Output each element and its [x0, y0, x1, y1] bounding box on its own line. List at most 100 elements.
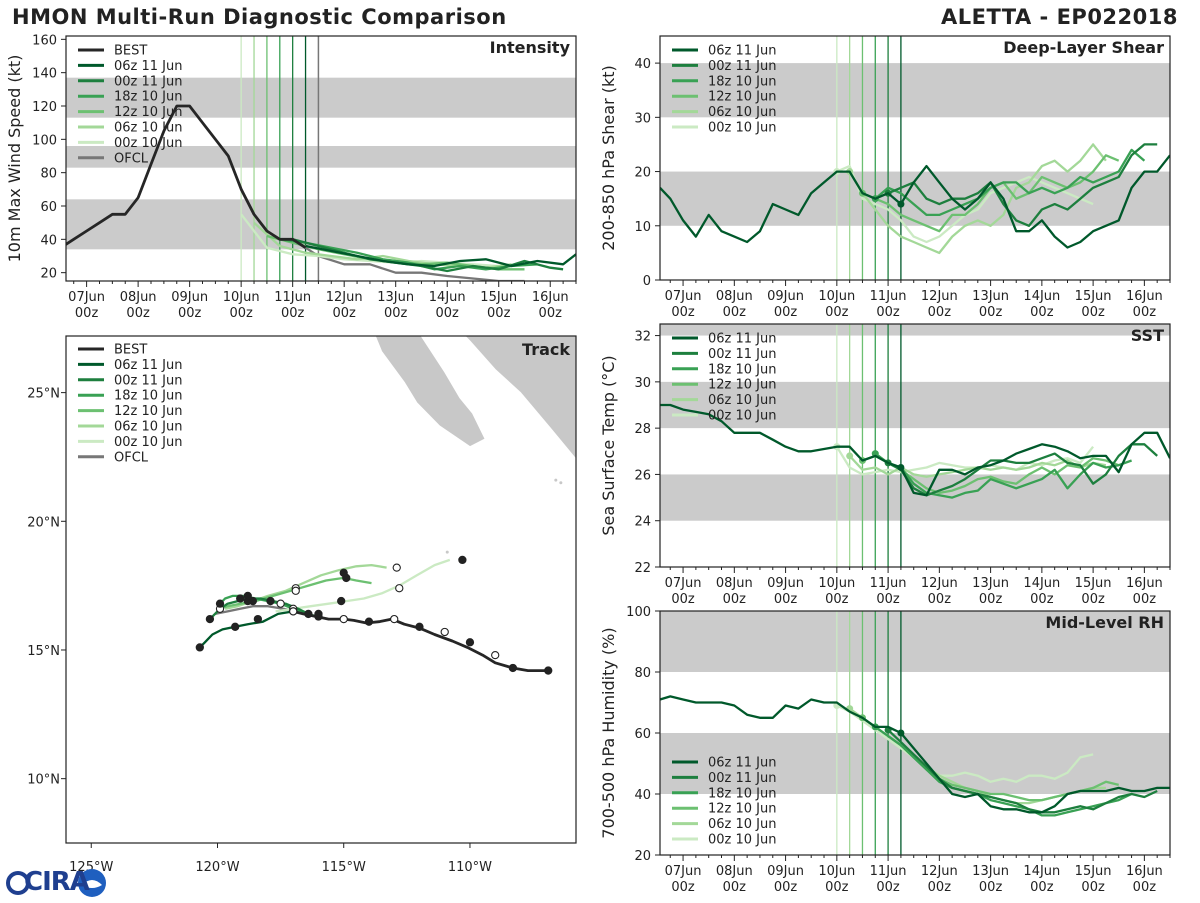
series-line-06z-11-jun: [660, 695, 1170, 814]
x-tick-label: 00z: [774, 305, 798, 320]
sst-panel: 22242628303207Jun00z08Jun00z09Jun00z10Ju…: [599, 323, 1171, 607]
y-tick-label: 100: [32, 133, 57, 148]
x-tick-label: 00z: [1030, 305, 1054, 320]
x-tick-label: 08Jun: [716, 864, 753, 879]
y-tick-label: 60: [634, 727, 651, 742]
legend-label: 00z 10 Jun: [708, 409, 777, 424]
track-position-marker: [395, 584, 404, 593]
track-position-marker: [304, 609, 313, 619]
track-position-marker: [337, 596, 346, 606]
legend-label: 12z 10 Jun: [708, 802, 777, 817]
intensity-panel: 2040608010012014016007Jun00z08Jun00z09Ju…: [5, 33, 577, 321]
x-tick-label: 00z: [487, 306, 511, 321]
init-marker: [897, 463, 905, 471]
x-tick-label: 00z: [671, 592, 695, 607]
x-tick-label: 00z: [332, 306, 356, 321]
track-position-marker: [491, 650, 500, 660]
x-tick-label: 12Jun: [921, 289, 958, 304]
x-tick-label: 15Jun: [480, 290, 517, 305]
x-tick-label: 11Jun: [870, 289, 907, 304]
y-tick-label: 26: [634, 468, 651, 483]
track-position-marker: [205, 614, 215, 624]
x-tick-label: 10Jun: [223, 290, 260, 305]
threshold-band: [660, 474, 1170, 521]
lon-tick-label: 115°W: [322, 860, 366, 875]
legend-label: 00z 11 Jun: [708, 347, 777, 362]
x-tick-label: 00z: [1030, 592, 1054, 607]
track-line-00z-10-jun: [275, 558, 451, 613]
init-marker: [897, 200, 905, 208]
x-tick-label: 00z: [774, 880, 798, 895]
x-tick-label: 16Jun: [1126, 576, 1163, 591]
shear-panel: 01020304007Jun00z08Jun00z09Jun00z10Jun00…: [599, 35, 1171, 320]
island: [559, 481, 563, 485]
logo-graphic: [6, 869, 106, 897]
legend-label: 00z 10 Jun: [708, 833, 777, 848]
lon-tick-label: 120°W: [195, 860, 239, 875]
track-position-marker: [508, 663, 518, 673]
legend-label: 06z 11 Jun: [708, 44, 777, 59]
track-position-marker: [392, 563, 401, 572]
threshold-band: [66, 77, 576, 118]
x-tick-label: 00z: [126, 306, 150, 321]
x-tick-label: 00z: [928, 592, 952, 607]
baja-land: [374, 336, 486, 448]
x-tick-label: 09Jun: [171, 290, 208, 305]
shear-plot-area: [660, 36, 1170, 280]
rh-panel: 2040608010007Jun00z08Jun00z09Jun00z10Jun…: [599, 605, 1171, 895]
y-tick-label: 24: [634, 515, 651, 530]
track-position-marker: [390, 614, 399, 624]
x-tick-label: 00z: [825, 305, 849, 320]
y-tick-label: 40: [634, 57, 651, 72]
legend-label: 12z 10 Jun: [114, 404, 183, 419]
legend-label: 06z 11 Jun: [114, 358, 183, 373]
x-tick-label: 08Jun: [716, 576, 753, 591]
lon-tick-label: 125°W: [69, 860, 113, 875]
x-tick-label: 13Jun: [972, 289, 1009, 304]
sst-y-axis-label: Sea Surface Temp (°C): [599, 355, 618, 535]
threshold-band: [660, 324, 1170, 336]
x-tick-label: 00z: [979, 880, 1003, 895]
intensity-y-axis-label: 10m Max Wind Speed (kt): [5, 55, 24, 263]
legend-label: 12z 10 Jun: [708, 378, 777, 393]
legend-label: 18z 10 Jun: [114, 389, 183, 404]
y-tick-label: 20: [634, 166, 651, 181]
threshold-band: [660, 381, 1170, 429]
logo-text: CIRA: [24, 867, 90, 897]
legend-label: 12z 10 Jun: [708, 90, 777, 105]
x-tick-label: 10Jun: [818, 289, 855, 304]
x-tick-label: 10Jun: [818, 576, 855, 591]
track-frame: [65, 335, 577, 844]
legend-label: 00z 10 Jun: [114, 435, 183, 450]
series-line-18z-10-jun: [874, 148, 1146, 217]
legend-label: OFCL: [114, 450, 149, 465]
x-tick-label: 14Jun: [1023, 289, 1060, 304]
x-tick-label: 09Jun: [767, 289, 804, 304]
x-tick-label: 12Jun: [921, 864, 958, 879]
y-tick-label: 30: [634, 376, 651, 391]
track-position-marker: [465, 638, 475, 647]
series-line-06z-11-jun: [660, 403, 1170, 497]
x-tick-label: 00z: [671, 880, 695, 895]
y-tick-label: 80: [634, 666, 651, 681]
shear-y-axis-label: 200-850 hPa Shear (kt): [599, 65, 618, 251]
y-tick-label: 60: [40, 200, 57, 215]
x-tick-label: 09Jun: [767, 864, 804, 879]
x-tick-label: 00z: [1133, 592, 1157, 607]
x-tick-label: 00z: [1081, 880, 1105, 895]
x-tick-label: 00z: [1081, 592, 1105, 607]
cira-logo: CIRA: [4, 865, 108, 899]
sst-frame: [659, 323, 1171, 568]
legend-label: 00z 10 Jun: [114, 136, 183, 151]
track-position-marker: [215, 599, 225, 608]
series-line-18z-10-jun: [874, 452, 1132, 499]
track-position-marker: [314, 609, 323, 619]
x-tick-label: 00z: [876, 305, 900, 320]
track-position-marker: [364, 617, 374, 626]
legend-label: 00z 11 Jun: [114, 373, 183, 388]
track-panel-title: Track: [522, 340, 570, 359]
x-tick-label: 00z: [436, 306, 460, 321]
x-tick-label: 00z: [384, 306, 408, 321]
